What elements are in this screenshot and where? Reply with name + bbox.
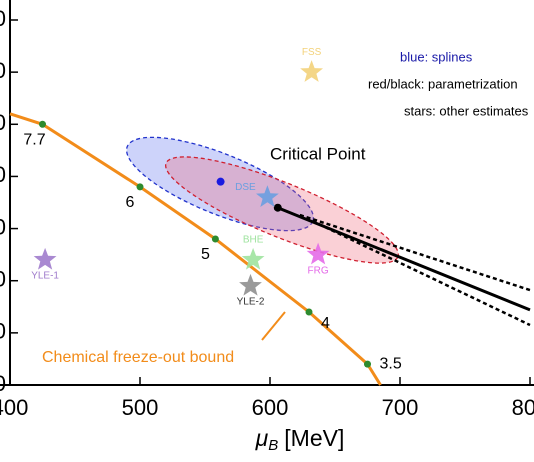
- estimate-star: [256, 185, 279, 207]
- annotation: Critical Point: [270, 144, 366, 163]
- x-tick-label: 600: [252, 395, 289, 420]
- spline-point: [216, 177, 225, 186]
- note: red/black: parametrization: [368, 76, 518, 91]
- x-label-symbol: μ: [255, 425, 269, 451]
- estimate-star: [239, 273, 262, 296]
- estimate-label: DSE: [235, 182, 256, 193]
- y-tick-label: 100: [0, 319, 6, 344]
- x-tick-label: 400: [0, 395, 28, 420]
- estimate-label: BHE: [243, 234, 264, 245]
- energy-point: [211, 235, 219, 243]
- estimate-label: FRG: [308, 265, 329, 276]
- annotation-pointer: [261, 311, 286, 341]
- x-label-unit: [MeV]: [284, 425, 344, 451]
- estimate-label: FSS: [302, 47, 322, 58]
- y-tick-label: 120: [0, 214, 6, 239]
- energy-label: 6: [126, 194, 135, 211]
- critical-point: [273, 203, 282, 212]
- estimate-star: [33, 247, 57, 270]
- parametrization-line: [277, 206, 531, 312]
- y-tick-label: 160: [0, 6, 6, 31]
- y-tick-label: 90: [0, 371, 6, 396]
- energy-point: [364, 360, 371, 368]
- estimate-star: [241, 247, 265, 270]
- band-line: [299, 213, 531, 292]
- y-tick-label: 140: [0, 110, 6, 135]
- energy-label: 5: [201, 246, 210, 263]
- y-tick-label: 130: [0, 162, 6, 187]
- energy-label: 7.7: [23, 132, 45, 149]
- x-label-subscript: B: [268, 437, 278, 454]
- note: blue: splines: [400, 49, 473, 64]
- x-axis-label: μB [MeV]: [255, 425, 345, 454]
- y-tick-label: 150: [0, 58, 6, 83]
- estimate-label: YLE-1: [31, 270, 59, 281]
- estimate-star: [306, 242, 330, 265]
- energy-label: 3.5: [380, 355, 402, 372]
- estimate-label: YLE-2: [237, 297, 265, 308]
- x-tick-label: 800: [512, 395, 534, 420]
- note: stars: other estimates: [404, 103, 529, 118]
- energy-point: [136, 183, 144, 191]
- energy-point: [39, 120, 46, 128]
- x-tick-label: 700: [382, 395, 419, 420]
- energy-label: 4: [321, 315, 330, 332]
- annotation: Chemical freeze-out bound: [42, 349, 234, 366]
- energy-point: [305, 308, 313, 316]
- estimate-star: [300, 60, 323, 82]
- x-tick-label: 500: [122, 395, 159, 420]
- y-tick-label: 110: [0, 267, 6, 292]
